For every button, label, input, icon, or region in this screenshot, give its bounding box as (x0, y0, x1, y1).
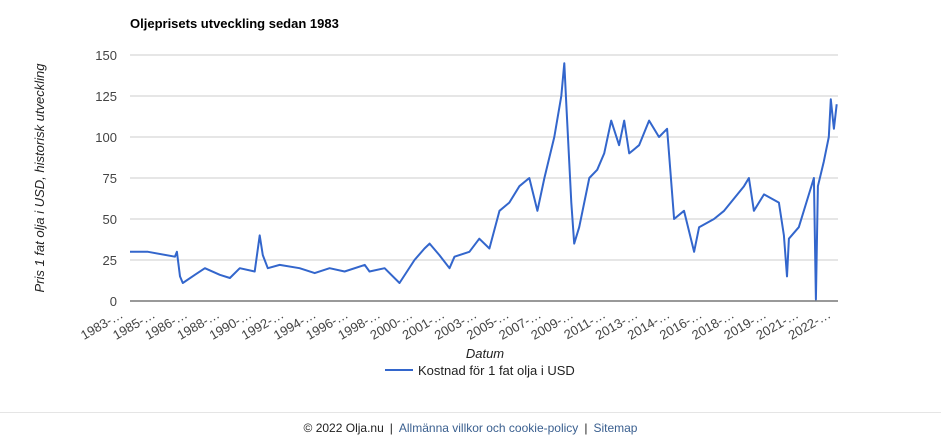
y-tick-label: 150 (95, 48, 117, 63)
y-tick-label: 25 (103, 253, 117, 268)
legend-label: Kostnad för 1 fat olja i USD (418, 363, 575, 378)
terms-link[interactable]: Allmänna villkor och cookie-policy (398, 421, 579, 435)
separator: | (389, 421, 393, 435)
data-line (130, 62, 838, 301)
x-axis-title: Datum (466, 346, 504, 361)
separator: | (584, 421, 588, 435)
y-tick-label: 100 (95, 130, 117, 145)
y-tick-label: 50 (103, 212, 117, 227)
y-axis-title: Pris 1 fat olja i USD, historisk utveckl… (32, 63, 47, 293)
chart: Oljeprisets utveckling sedan 1983 Pris 1… (32, 16, 838, 378)
chart-title: Oljeprisets utveckling sedan 1983 (130, 16, 339, 31)
sitemap-link[interactable]: Sitemap (593, 421, 638, 435)
footer: © 2022 Olja.nu | Allmänna villkor och cook… (0, 412, 941, 445)
copyright: © 2022 Olja.nu (303, 421, 384, 435)
y-tick-label: 0 (110, 294, 117, 309)
y-tick-label: 75 (103, 171, 117, 186)
y-tick-label: 125 (95, 89, 117, 104)
